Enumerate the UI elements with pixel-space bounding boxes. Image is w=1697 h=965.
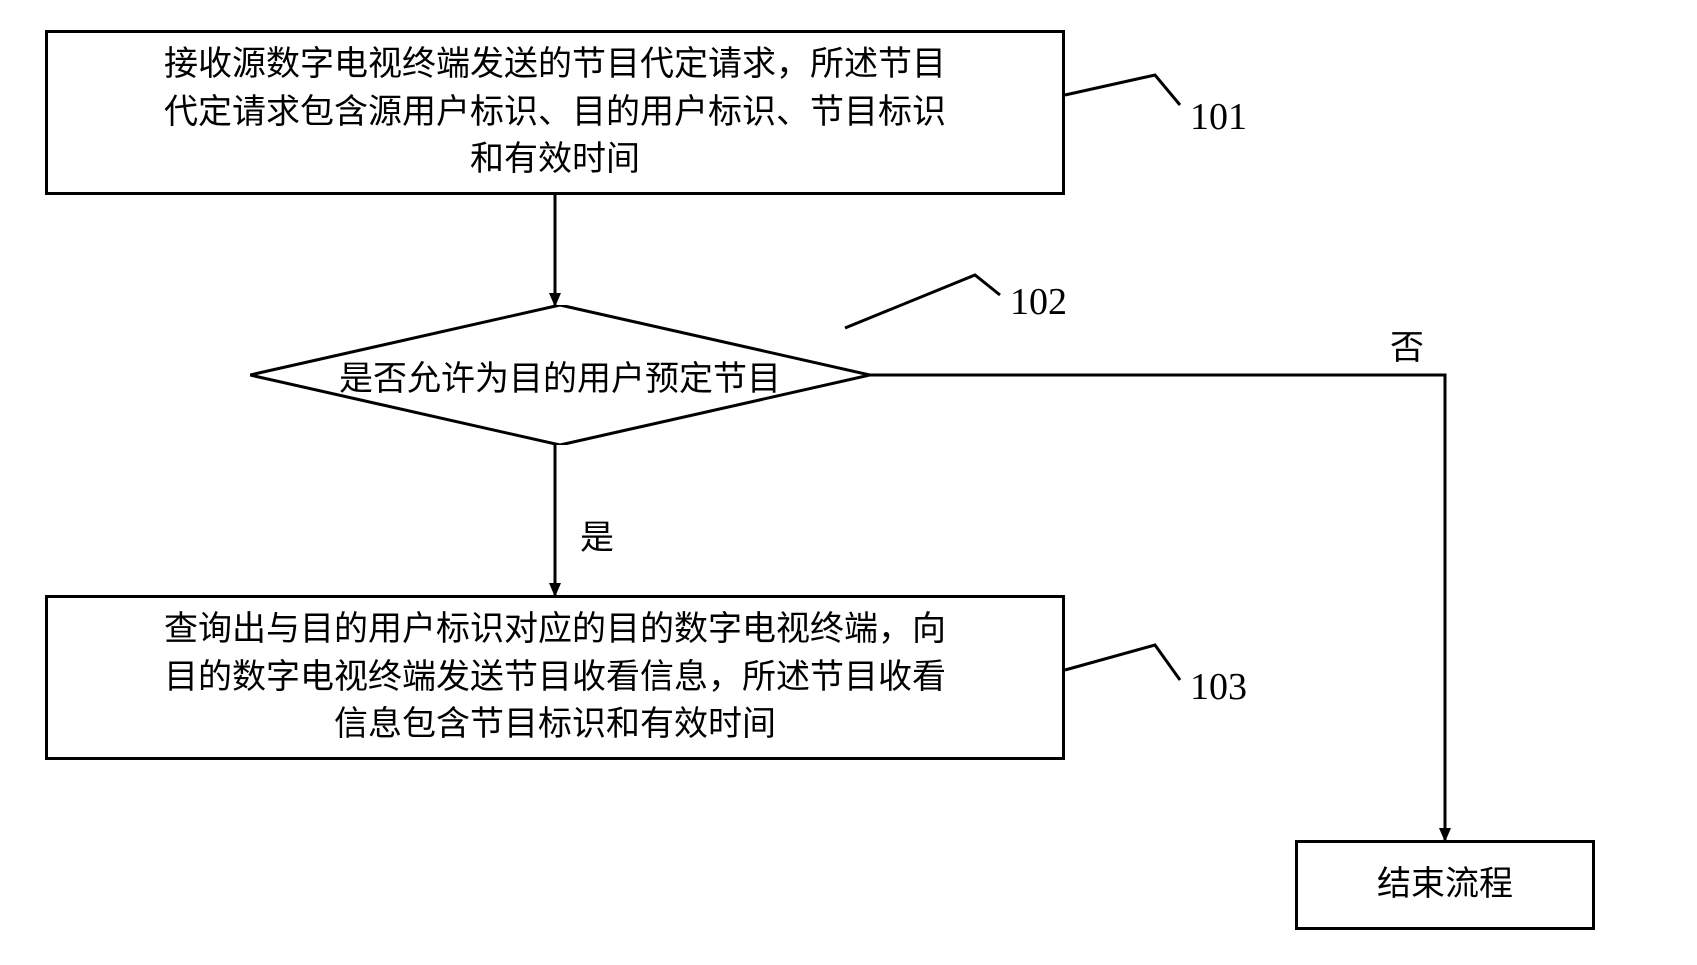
end-text: 结束流程 — [1377, 861, 1513, 909]
decision-102-diamond: 是否允许为目的用户预定节目 — [250, 305, 870, 445]
step-number-103: 103 — [1190, 665, 1247, 709]
step-103-box: 查询出与目的用户标识对应的目的数字电视终端，向 目的数字电视终端发送节目收看信息… — [45, 595, 1065, 760]
leader-103 — [1065, 645, 1180, 680]
leader-101 — [1065, 75, 1180, 105]
edge-label-yes: 是 — [580, 510, 614, 559]
end-box: 结束流程 — [1295, 840, 1595, 930]
decision-102-text: 是否允许为目的用户预定节目 — [250, 305, 870, 445]
step-103-text: 查询出与目的用户标识对应的目的数字电视终端，向 目的数字电视终端发送节目收看信息… — [164, 606, 946, 749]
edge-label-no: 否 — [1390, 320, 1424, 369]
step-101-text: 接收源数字电视终端发送的节目代定请求，所述节目 代定请求包含源用户标识、目的用户… — [164, 41, 946, 184]
step-number-101: 101 — [1190, 95, 1247, 139]
step-number-102: 102 — [1010, 280, 1067, 324]
step-101-box: 接收源数字电视终端发送的节目代定请求，所述节目 代定请求包含源用户标识、目的用户… — [45, 30, 1065, 195]
